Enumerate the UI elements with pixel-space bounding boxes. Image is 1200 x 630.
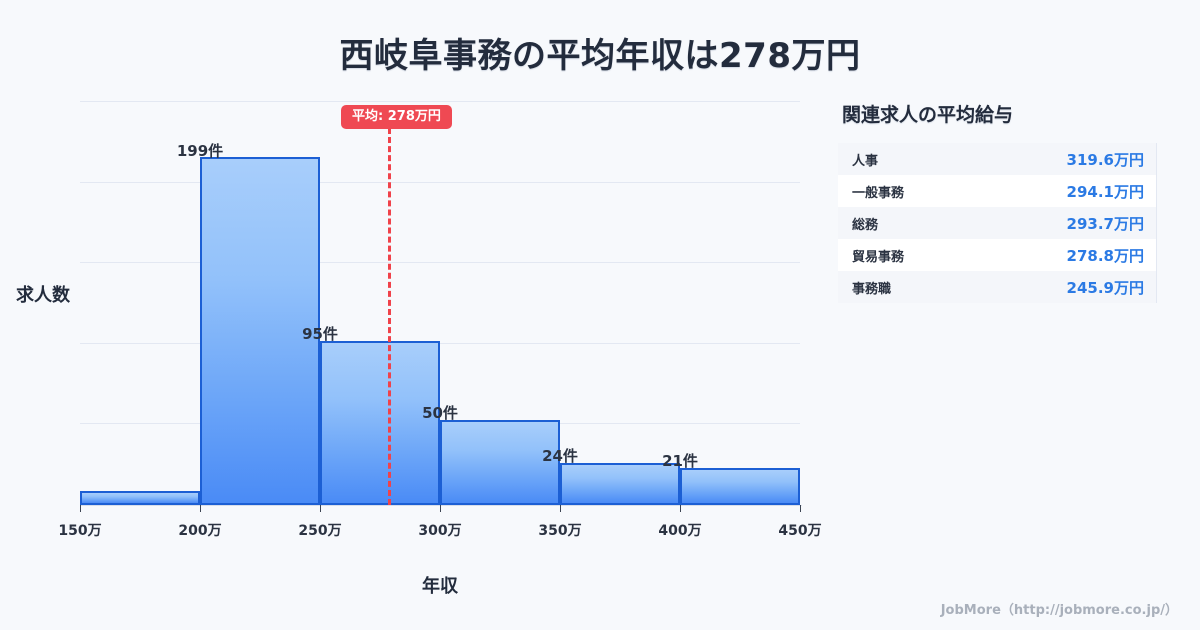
gridline [80, 343, 800, 344]
salary-row-name: 総務 [852, 217, 879, 233]
salary-row-value: 293.7万円 [1066, 214, 1144, 233]
bar-400-450[interactable] [680, 468, 800, 505]
x-tick-label-200: 200万 [178, 523, 222, 539]
x-axis-baseline [80, 505, 802, 506]
x-tick [800, 505, 801, 512]
average-line [388, 128, 391, 505]
bar-value-label-300-350: 50件 [422, 404, 458, 422]
x-tick [680, 505, 681, 512]
bar-value-label-250-300: 95件 [302, 325, 338, 343]
salary-row-name: 貿易事務 [852, 249, 905, 265]
y-axis-title: 求人数 [16, 285, 70, 306]
x-tick-label-250: 250万 [298, 523, 342, 539]
bar-value-label-200-250: 199件 [176, 142, 224, 160]
x-tick-label-400: 400万 [658, 523, 702, 539]
page-title: 西岐阜事務の平均年収は278万円 [339, 36, 861, 76]
x-tick-label-450: 450万 [778, 523, 822, 539]
x-tick [440, 505, 441, 512]
related-salary-panel: 関連求人の平均給与 人事 319.6万円 一般事務 294.1万円 総務 293… [838, 100, 1168, 303]
salary-row-name: 人事 [852, 153, 879, 169]
table-row[interactable]: 一般事務 294.1万円 [838, 175, 1156, 207]
x-tick-label-150: 150万 [58, 523, 102, 539]
table-row[interactable]: 事務職 245.9万円 [838, 271, 1156, 303]
salary-row-name: 事務職 [852, 281, 892, 297]
salary-table: 人事 319.6万円 一般事務 294.1万円 総務 293.7万円 貿易事務 … [838, 143, 1157, 303]
gridline [80, 101, 800, 102]
gridline [80, 262, 800, 263]
bar-value-label-400-450: 21件 [662, 452, 698, 470]
bar-150-200[interactable] [80, 491, 200, 505]
average-badge: 平均: 278万円 [341, 105, 452, 129]
salary-row-value: 319.6万円 [1066, 150, 1144, 169]
x-tick-label-350: 350万 [538, 523, 582, 539]
x-axis-title: 年収 [422, 576, 458, 597]
gridline [80, 182, 800, 183]
bar-value-label-350-400: 24件 [542, 447, 578, 465]
salary-histogram-chart: 求人数 199件 95件 50件 24件 21件 平均: 278万円 150万 … [16, 101, 822, 597]
table-row[interactable]: 貿易事務 278.8万円 [838, 239, 1156, 271]
bar-250-300[interactable] [320, 341, 440, 505]
x-tick [560, 505, 561, 512]
x-tick-label-300: 300万 [418, 523, 462, 539]
bar-200-250[interactable] [200, 157, 320, 505]
salary-row-value: 294.1万円 [1066, 182, 1144, 201]
side-panel-title: 関連求人の平均給与 [842, 104, 1014, 126]
table-row[interactable]: 人事 319.6万円 [838, 143, 1156, 175]
plot-area [80, 101, 800, 505]
x-tick [200, 505, 201, 512]
salary-row-name: 一般事務 [852, 185, 905, 201]
salary-row-value: 278.8万円 [1066, 246, 1144, 265]
bar-300-350[interactable] [440, 420, 560, 505]
salary-row-value: 245.9万円 [1066, 278, 1144, 297]
footer-credit: JobMore（http://jobmore.co.jp/） [940, 603, 1178, 618]
table-row[interactable]: 総務 293.7万円 [838, 207, 1156, 239]
bar-350-400[interactable] [560, 463, 680, 505]
x-tick [320, 505, 321, 512]
x-tick [80, 505, 81, 512]
